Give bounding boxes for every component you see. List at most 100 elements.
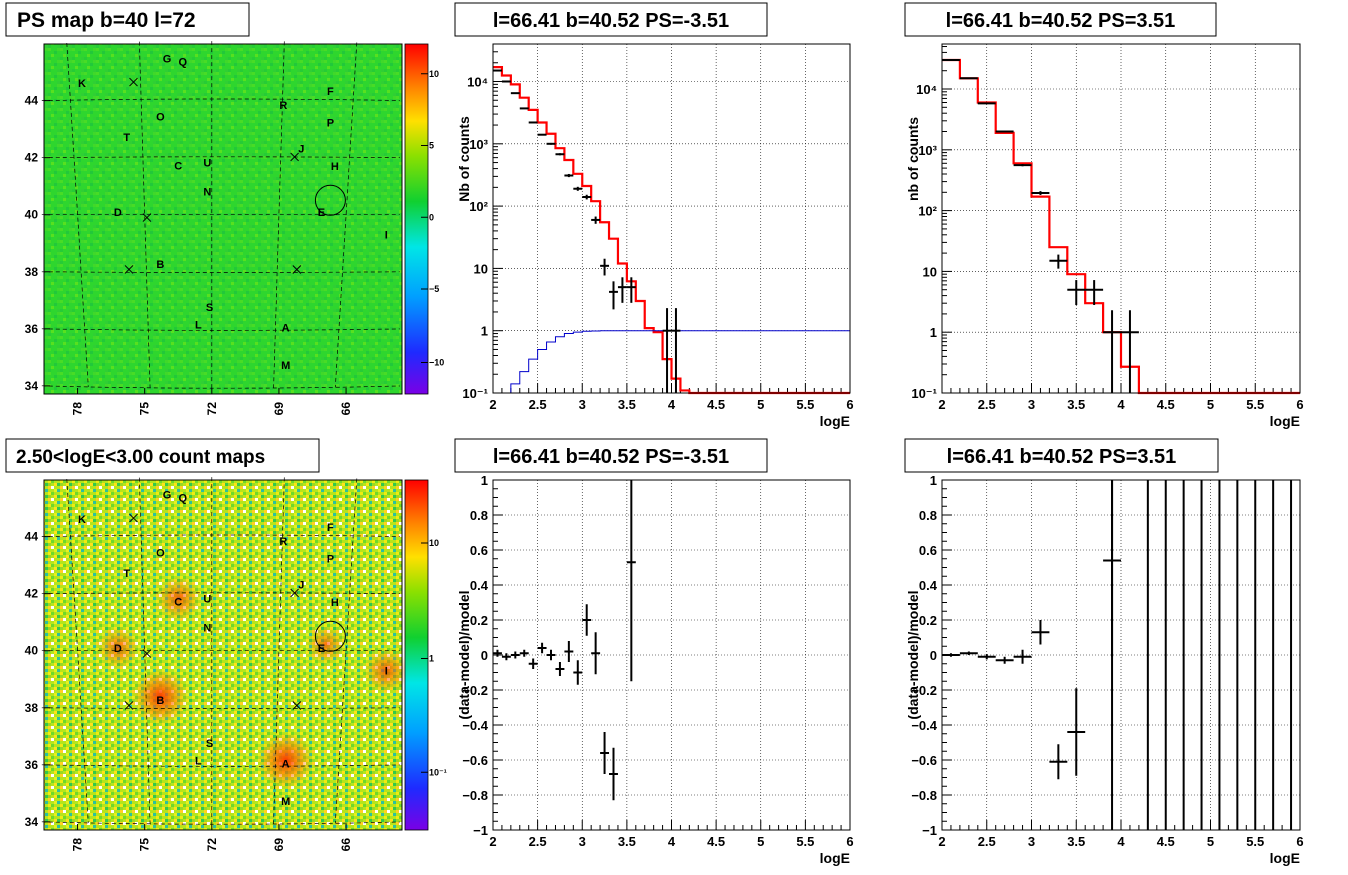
x-axis-label: logE: [1270, 850, 1300, 866]
x-tick-label: 5: [1207, 397, 1214, 412]
plot-frame: [492, 479, 851, 831]
x-tick-label: 3.5: [1067, 397, 1085, 412]
source-label-U: U: [203, 158, 211, 170]
parallel-line: [41, 707, 400, 709]
lon-tick-label: 66: [339, 838, 353, 852]
y-tick-label: 0.8: [919, 508, 937, 523]
parallel-line: [41, 592, 400, 595]
y-tick-label: 1: [481, 473, 488, 488]
cross-marker: [290, 152, 299, 162]
plot-frame: [492, 43, 851, 394]
y-tick-label: 10: [474, 261, 488, 276]
source-label-S: S: [206, 302, 213, 314]
x-tick-label: 5: [757, 397, 764, 412]
x-tick-label: 3.5: [618, 834, 636, 849]
x-tick-label: 3: [579, 397, 586, 412]
hotspot-D: [96, 626, 139, 669]
map-title: PS map b=40 l=72: [17, 9, 196, 32]
y-tick-label: 10³: [918, 143, 937, 158]
data-point: [662, 308, 672, 393]
colorbar-tick-label: 10: [429, 69, 439, 79]
parallel-line: [41, 156, 400, 159]
data-point: [1031, 191, 1050, 195]
hotspot-C: [155, 576, 201, 622]
x-tick-label: 4: [668, 834, 676, 849]
data-point: [573, 186, 583, 191]
data-point: [493, 649, 502, 657]
x-tick-label: 5: [1207, 834, 1214, 849]
x-tick-label: 5.5: [1246, 397, 1264, 412]
map-panel-counts: K G Q O R F P T J C U H N D E I B SL A M 44 42 40 38 36 34 78 75 72 6…: [5, 438, 447, 852]
source-label-A: A: [282, 758, 290, 770]
map-title-box: [5, 2, 250, 37]
source-label-R: R: [279, 100, 287, 112]
y-tick-label: −0.8: [911, 788, 937, 803]
y-tick-label: 0.6: [470, 543, 488, 558]
hotspot-E: [306, 625, 346, 665]
source-label-R: R: [279, 536, 287, 548]
x-tick-label: 4.5: [1157, 397, 1175, 412]
plot-title-box: [454, 2, 768, 37]
y-tick-label: −0.2: [462, 683, 488, 698]
colorbar-tick-label: −5: [429, 284, 439, 294]
lon-tick-label: 72: [205, 402, 219, 416]
y-tick-label: 10⁻¹: [462, 386, 488, 401]
series-model: [942, 58, 1300, 395]
data-point: [582, 604, 592, 636]
data-point: [1049, 254, 1068, 269]
data-point: [1085, 280, 1104, 306]
lon-tick-label: 72: [205, 838, 219, 852]
y-tick-label: 0.4: [470, 578, 489, 593]
data-point: [501, 653, 511, 661]
data-point: [546, 142, 556, 145]
y-tick-label: 0: [930, 648, 937, 663]
y-tick-label: −0.4: [462, 718, 488, 733]
x-tick-label: 2.5: [978, 397, 996, 412]
x-tick-label: 3.5: [618, 397, 636, 412]
spectrum-plot-positive: 2 2.5 3 3.5 4 4.5 5 5.5 6 10⁻¹ 1 10 10² 10³ 10⁴ logE nb …: [904, 2, 1304, 429]
parallel-line: [41, 764, 400, 767]
source-label-H: H: [331, 597, 339, 609]
lon-tick-label: 78: [71, 402, 85, 416]
data-point: [600, 258, 610, 276]
y-axis-label: (data-model)/model: [905, 590, 921, 719]
parallel-line: [41, 821, 400, 825]
y-tick-label: 0.4: [919, 578, 938, 593]
cross-marker: [129, 77, 138, 87]
parallel-line: [41, 534, 400, 537]
lat-tick-label: 42: [25, 151, 39, 165]
lat-tick-label: 38: [25, 701, 39, 715]
cross-marker: [129, 513, 138, 523]
y-tick-label: 0.2: [470, 613, 488, 628]
data-point: [510, 651, 520, 659]
source-label-K: K: [78, 78, 86, 90]
data-point: [546, 649, 556, 661]
source-label-N: N: [203, 187, 211, 199]
data-point: [959, 651, 978, 655]
source-label-D: D: [114, 643, 122, 655]
data-point: [501, 80, 511, 83]
source-label-I: I: [385, 666, 388, 678]
source-label-Q: Q: [178, 56, 187, 68]
target-circle: [314, 620, 346, 652]
residual-plot-positive: 2 2.5 3 3.5 4 4.5 5 5.5 6 −1 −0.8 −0.6 −0.4 −0.2 0 0.2 0…: [904, 438, 1304, 866]
y-tick-label: −0.6: [911, 753, 937, 768]
plot-title-box: [454, 438, 768, 473]
cross-marker: [292, 701, 302, 710]
x-tick-label: 6: [846, 397, 853, 412]
y-tick-label: 10⁴: [916, 82, 937, 97]
data-point: [600, 732, 610, 774]
y-tick-label: 10: [923, 264, 937, 279]
lon-tick-label: 75: [138, 402, 152, 416]
data-point: [626, 277, 636, 303]
data-point: [528, 121, 538, 124]
cross-marker: [290, 588, 299, 598]
y-axis-label: (data-model)/model: [456, 590, 472, 719]
source-label-H: H: [331, 161, 339, 173]
x-tick-label: 4: [1117, 397, 1125, 412]
x-tick-label: 5.5: [796, 397, 814, 412]
cross-marker: [142, 213, 152, 222]
x-tick-label: 5.5: [1246, 834, 1264, 849]
series-background: [493, 330, 850, 394]
source-label-E: E: [318, 207, 325, 219]
